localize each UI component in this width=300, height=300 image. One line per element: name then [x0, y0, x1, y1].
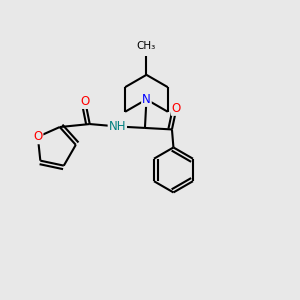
Text: O: O — [33, 130, 43, 143]
Text: NH: NH — [109, 120, 126, 133]
Text: CH₃: CH₃ — [137, 41, 156, 51]
Text: O: O — [81, 95, 90, 108]
Text: O: O — [172, 102, 181, 115]
Text: N: N — [142, 93, 151, 106]
